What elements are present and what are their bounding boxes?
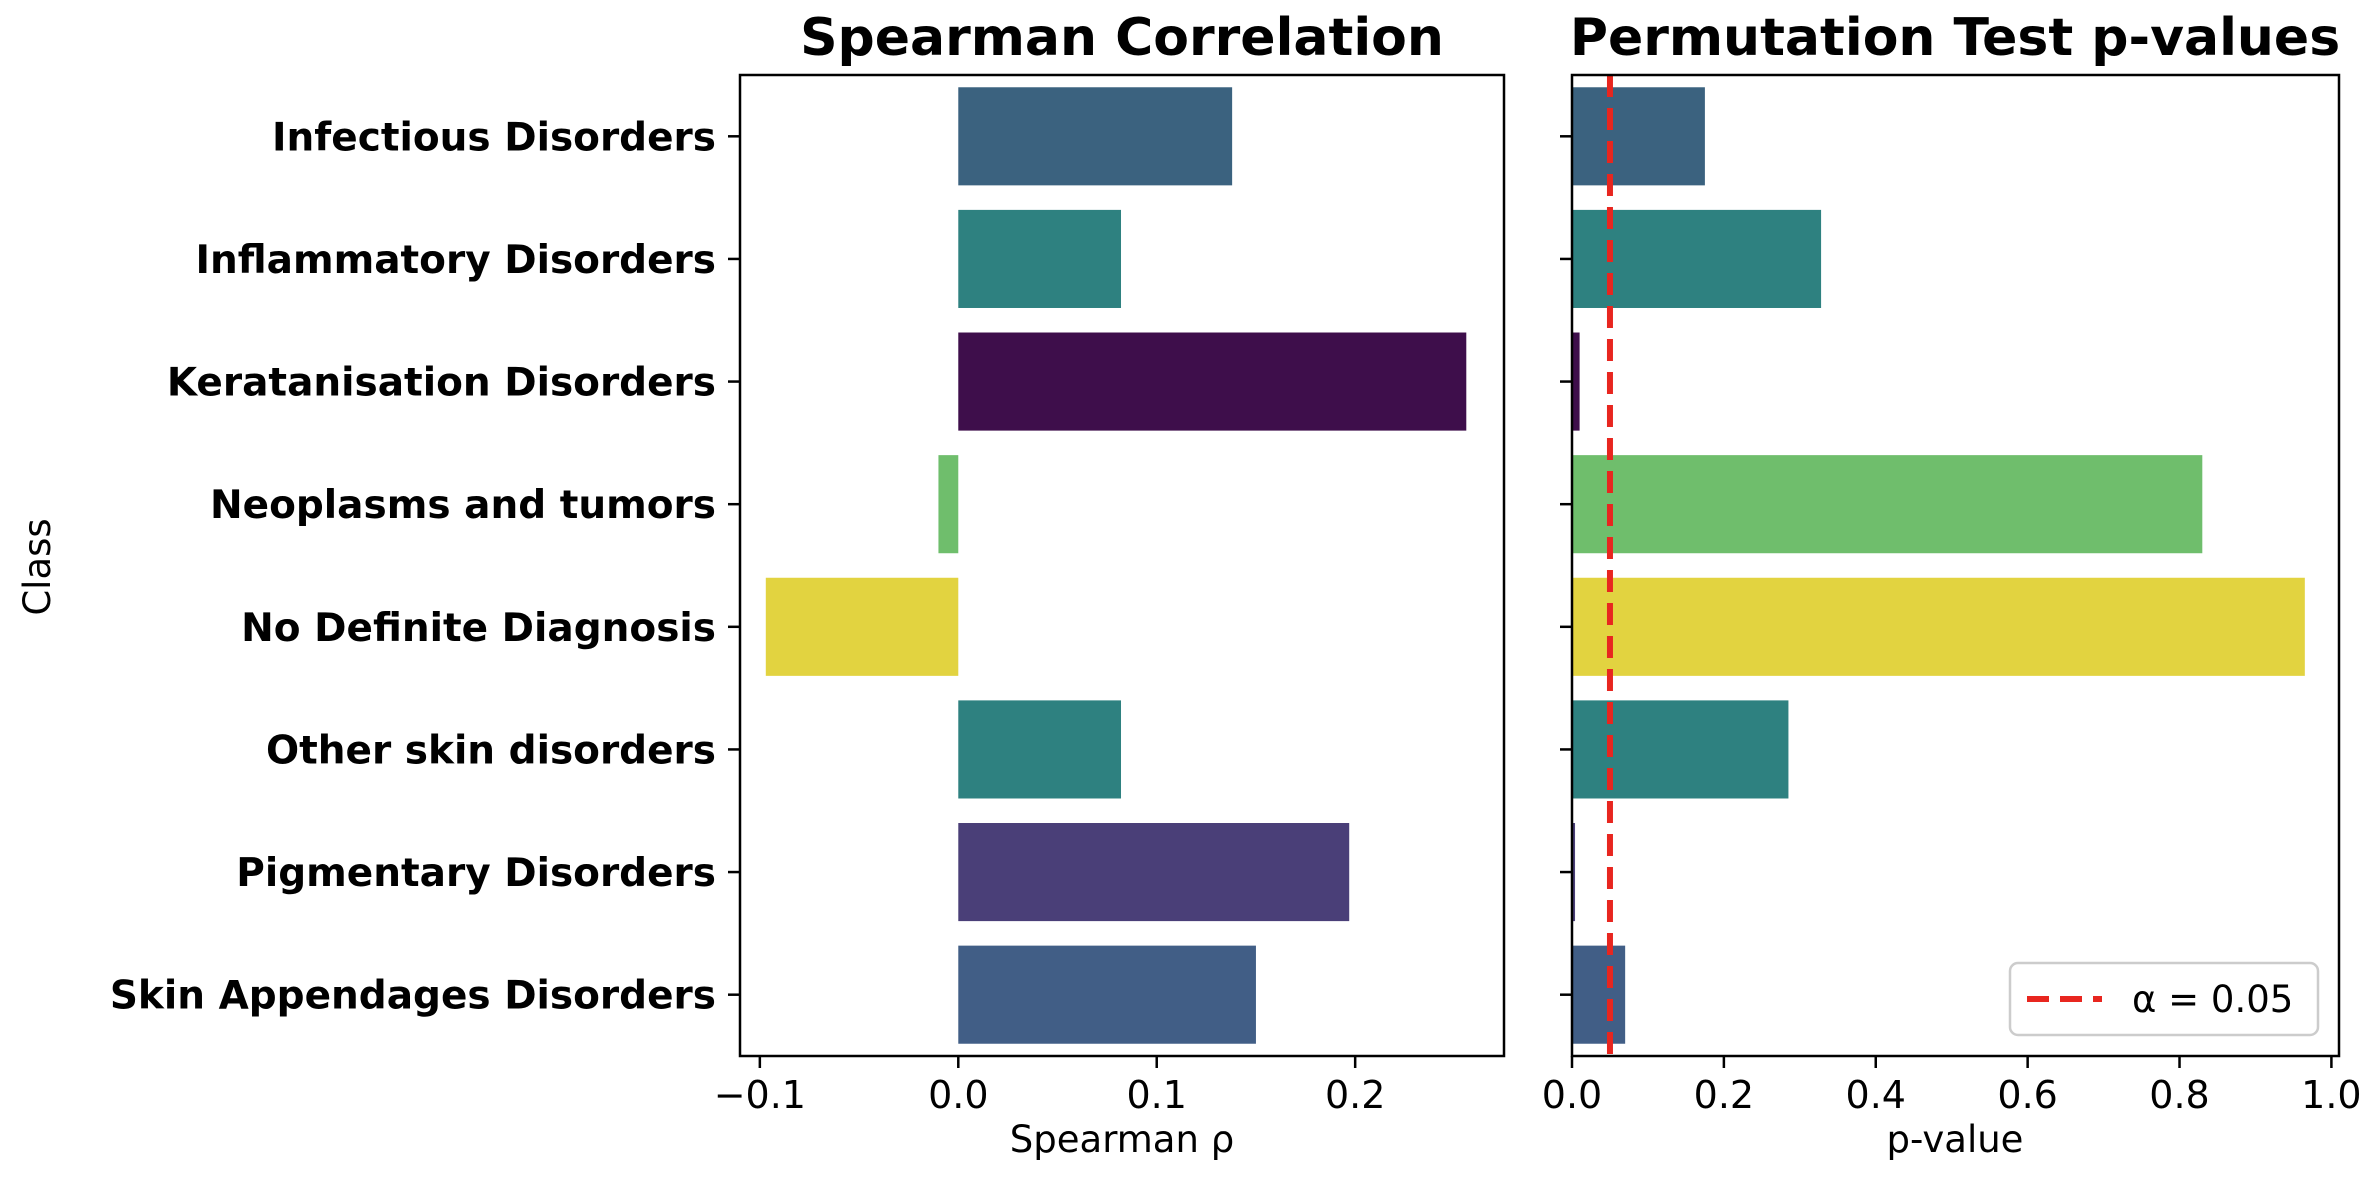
category-label-no-definite-diagnosis: No Definite Diagnosis: [241, 606, 716, 651]
spearman-bar-infectious-disorders: [958, 87, 1233, 186]
spearman-bar-no-definite-diagnosis: [765, 577, 959, 676]
category-label-other-skin-disorders: Other skin disorders: [266, 728, 716, 773]
spearman-panel: Spearman Correlation Spearman ρ Class In…: [16, 8, 1506, 1161]
pvalue-x-axis-label: p-value: [1887, 1118, 2024, 1161]
pvalue-title: Permutation Test p-values: [1570, 8, 2340, 68]
spearman-x-tick-label: 0.2: [1325, 1073, 1385, 1117]
spearman-x-tick-label: 0.1: [1127, 1073, 1187, 1117]
spearman-x-axis-label: Spearman ρ: [1010, 1118, 1234, 1161]
spearman-x-tick-label: 0.0: [928, 1073, 988, 1117]
category-label-inflammatory-disorders: Inflammatory Disorders: [195, 238, 716, 283]
pvalue-panel: Permutation Test p-values p-value 0.0 0.2…: [1542, 8, 2362, 1161]
legend-label: α = 0.05: [2132, 978, 2293, 1021]
category-label-neoplasms-and-tumors: Neoplasms and tumors: [210, 483, 716, 528]
pvalue-bar-inflammatory-disorders: [1572, 209, 1822, 308]
pvalue-x-tick-label: 0.6: [1997, 1073, 2057, 1117]
pvalue-x-tick-label: 0.8: [2149, 1073, 2209, 1117]
legend-box: [2008, 961, 2320, 1037]
spearman-x-tick-label: −0.1: [714, 1073, 806, 1117]
category-label-keratanisation-disorders: Keratanisation Disorders: [167, 361, 716, 406]
pvalue-x-tick-label: 1.0: [2301, 1073, 2361, 1117]
spearman-bar-pigmentary-disorders: [958, 823, 1350, 922]
pvalue-x-tick-label: 0.4: [1846, 1073, 1906, 1117]
spearman-bar-keratanisation-disorders: [958, 332, 1467, 431]
legend: α = 0.05: [2008, 961, 2320, 1037]
pvalue-bar-skin-appendages-disorders: [1572, 945, 1626, 1044]
pvalue-bar-neoplasms-and-tumors: [1572, 455, 2203, 554]
pvalue-plot-frame: [1570, 73, 2341, 1058]
spearman-title: Spearman Correlation: [800, 8, 1444, 68]
pvalue-bar-other-skin-disorders: [1572, 700, 1789, 799]
y-axis-label: Class: [16, 518, 59, 615]
pvalue-bar-keratanisation-disorders: [1572, 332, 1580, 431]
spearman-bar-neoplasms-and-tumors: [938, 455, 959, 554]
spearman-bar-other-skin-disorders: [958, 700, 1122, 799]
pvalue-bar-no-definite-diagnosis: [1572, 577, 2305, 676]
category-label-pigmentary-disorders: Pigmentary Disorders: [236, 851, 716, 896]
pvalue-x-tick-label: 0.0: [1542, 1073, 1602, 1117]
pvalue-x-tick-label: 0.2: [1694, 1073, 1754, 1117]
spearman-plot-frame: [738, 73, 1506, 1058]
spearman-bar-inflammatory-disorders: [958, 209, 1122, 308]
pvalue-bar-infectious-disorders: [1572, 87, 1705, 186]
pvalue-bar-pigmentary-disorders: [1572, 823, 1576, 922]
spearman-bar-skin-appendages-disorders: [958, 945, 1256, 1044]
category-label-skin-appendages-disorders: Skin Appendages Disorders: [110, 974, 716, 1019]
category-label-infectious-disorders: Infectious Disorders: [272, 115, 716, 160]
